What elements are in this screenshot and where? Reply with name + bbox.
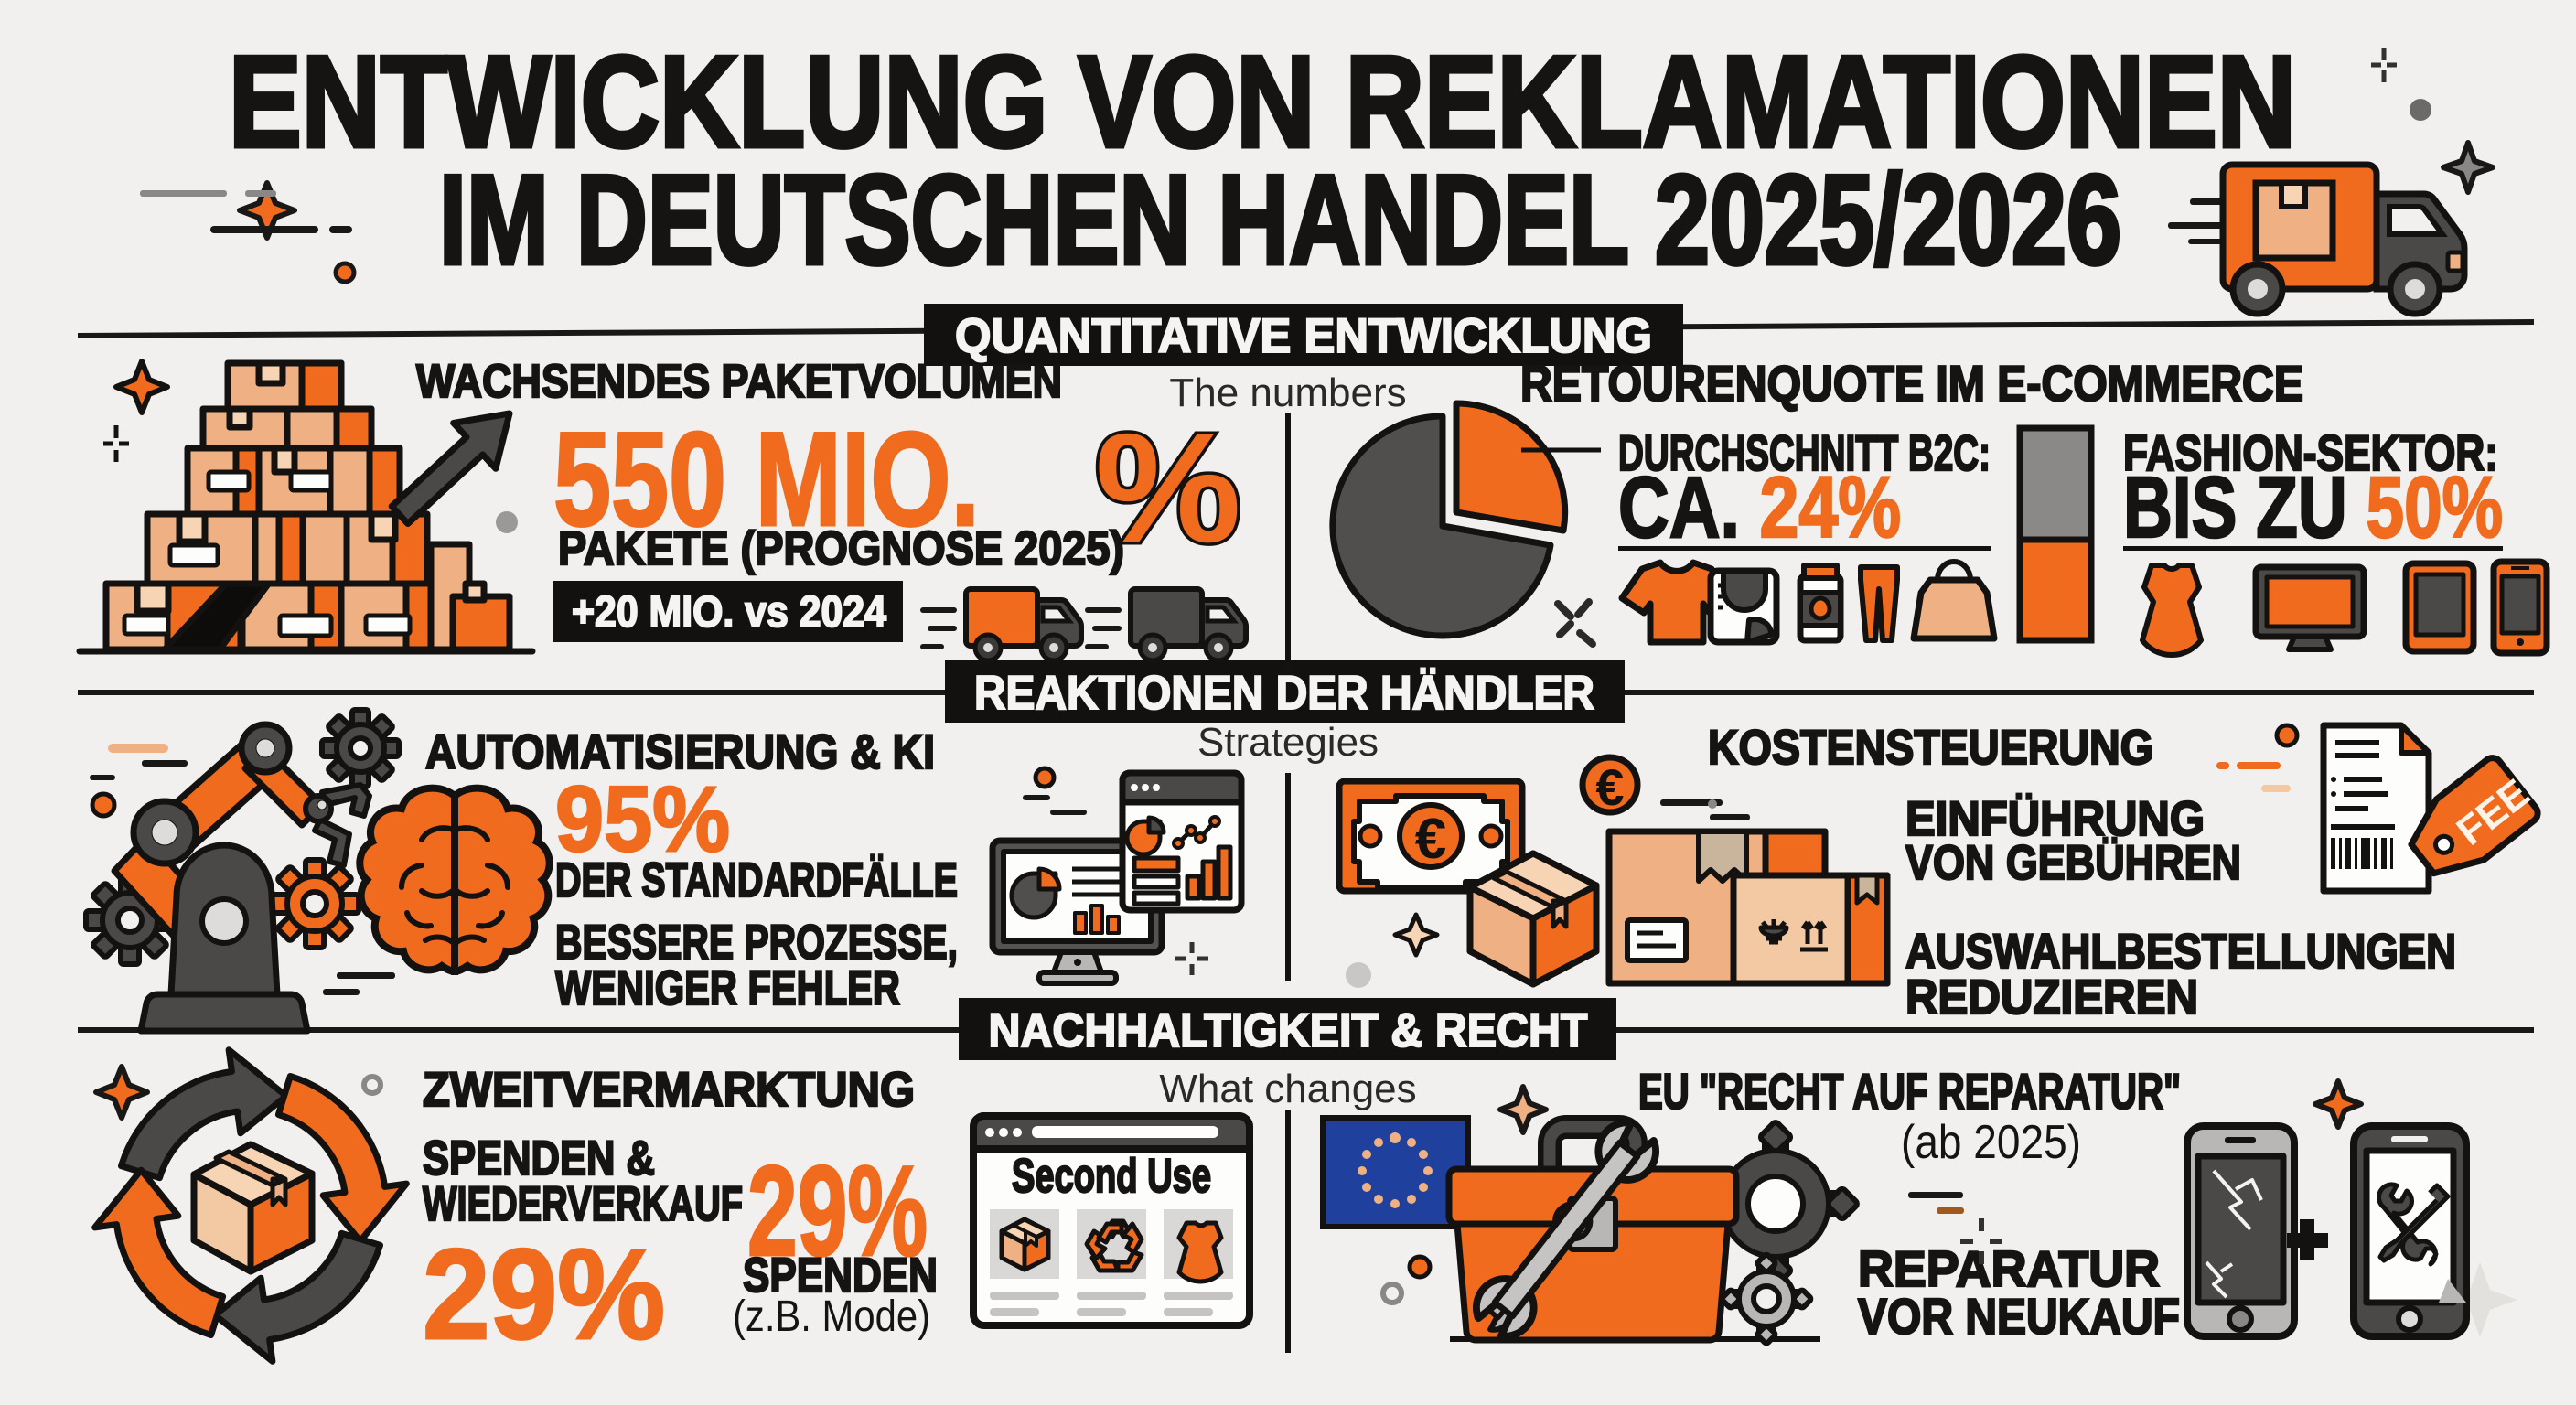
svg-text:NACHHALTIGKEIT & RECHT: NACHHALTIGKEIT & RECHT — [989, 1004, 1588, 1057]
svg-text:29%: 29% — [423, 1222, 665, 1366]
svg-text:29%: 29% — [747, 1139, 928, 1282]
svg-text:CA. 24%: CA. 24% — [1618, 459, 1901, 556]
svg-text:DURCHSCHNITT B2C:: DURCHSCHNITT B2C: — [1618, 424, 1991, 481]
svg-text:KOSTENSTEUERUNG: KOSTENSTEUERUNG — [1708, 721, 2153, 775]
svg-text:RETOURENQUOTE IM E-COMMERCE: RETOURENQUOTE IM E-COMMERCE — [1520, 355, 2303, 412]
svg-text:(ab 2025): (ab 2025) — [1901, 1116, 2081, 1169]
svg-text:The numbers: The numbers — [1169, 370, 1406, 415]
svg-text:€: € — [1595, 758, 1624, 816]
svg-text:%: % — [1095, 402, 1241, 575]
svg-text:WACHSENDES PAKETVOLUMEN: WACHSENDES PAKETVOLUMEN — [416, 355, 1062, 407]
svg-text:WENIGER FEHLER: WENIGER FEHLER — [555, 961, 900, 1015]
svg-text:AUTOMATISIERUNG & KI: AUTOMATISIERUNG & KI — [425, 725, 935, 779]
svg-text:PAKETE (PROGNOSE 2025): PAKETE (PROGNOSE 2025) — [558, 522, 1124, 575]
svg-text:(z.B. Mode): (z.B. Mode) — [733, 1292, 930, 1341]
svg-text:FASHION-SEKTOR:: FASHION-SEKTOR: — [2123, 424, 2498, 481]
svg-text:REPARATUR: REPARATUR — [1858, 1240, 2160, 1297]
svg-text:REAKTIONEN DER HÄNDLER: REAKTIONEN DER HÄNDLER — [974, 667, 1594, 720]
svg-text:Strategies: Strategies — [1197, 720, 1379, 765]
svg-text:IM DEUTSCHEN HANDEL 2025/2026: IM DEUTSCHEN HANDEL 2025/2026 — [439, 149, 2121, 291]
svg-text:SPENDEN &: SPENDEN & — [423, 1132, 655, 1185]
svg-text:DER STANDARDFÄLLE: DER STANDARDFÄLLE — [555, 853, 958, 907]
svg-text:+20 MIO. vs 2024: +20 MIO. vs 2024 — [572, 588, 886, 637]
svg-text:VON GEBÜHREN: VON GEBÜHREN — [1905, 836, 2241, 890]
svg-text:550 MIO.: 550 MIO. — [553, 404, 980, 553]
svg-text:VOR NEUKAUF: VOR NEUKAUF — [1858, 1288, 2180, 1345]
svg-text:WIEDERVERKAUF: WIEDERVERKAUF — [423, 1177, 743, 1231]
svg-text:BESSERE PROZESSE,: BESSERE PROZESSE, — [555, 916, 958, 970]
svg-text:EU "RECHT AUF REPARATUR": EU "RECHT AUF REPARATUR" — [1638, 1063, 2181, 1120]
svg-text:SPENDEN: SPENDEN — [743, 1249, 938, 1303]
svg-text:BIS ZU 50%: BIS ZU 50% — [2123, 459, 2503, 556]
svg-text:EINFÜHRUNG: EINFÜHRUNG — [1905, 792, 2205, 846]
svg-text:Second Use: Second Use — [1012, 1150, 1211, 1203]
svg-text:ZWEITVERMARKTUNG: ZWEITVERMARKTUNG — [423, 1063, 915, 1117]
svg-text:95%: 95% — [555, 768, 730, 871]
svg-text:€: € — [1415, 808, 1446, 871]
svg-text:AUSWAHLBESTELLUNGEN: AUSWAHLBESTELLUNGEN — [1905, 925, 2456, 979]
svg-text:QUANTITATIVE ENTWICKLUNG: QUANTITATIVE ENTWICKLUNG — [955, 309, 1652, 363]
svg-text:REDUZIEREN: REDUZIEREN — [1905, 971, 2198, 1024]
svg-text:What changes: What changes — [1159, 1067, 1416, 1111]
svg-text:ENTWICKLUNG VON REKLAMATIONEN: ENTWICKLUNG VON REKLAMATIONEN — [229, 29, 2296, 175]
